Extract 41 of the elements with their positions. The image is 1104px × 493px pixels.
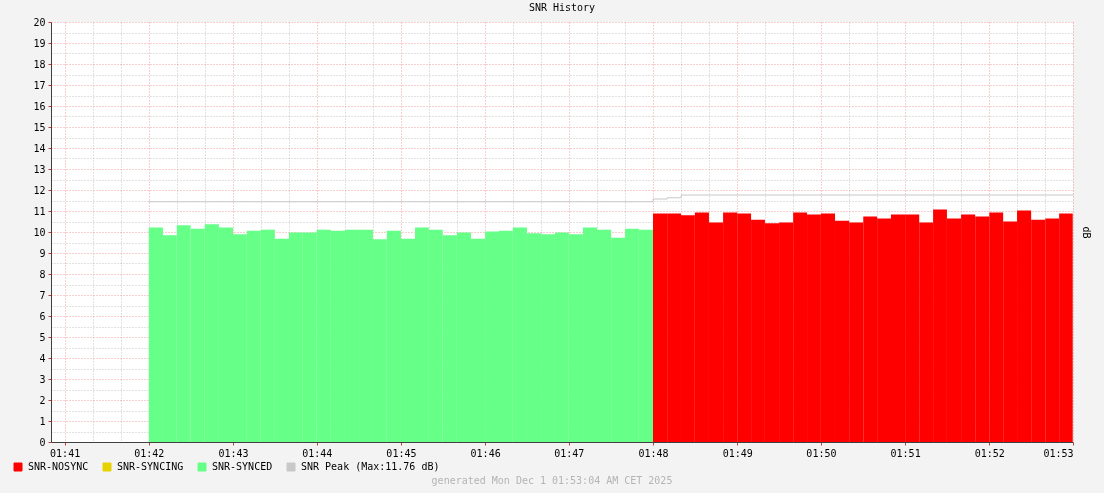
y-tick-label: 10 [33, 226, 46, 238]
legend-label: SNR-NOSYNC [28, 461, 89, 472]
x-tick-label: 01:45 [386, 447, 417, 459]
y-tick-label: 18 [33, 58, 46, 70]
y-tick-label: 3 [39, 373, 46, 385]
x-tick-label: 01:41 [50, 447, 81, 459]
y-tick-label: 8 [39, 268, 46, 280]
y-axis-title: dB [1080, 226, 1092, 239]
x-tick-label: 01:46 [470, 447, 501, 459]
y-tick-label: 20 [33, 16, 46, 28]
y-tick-label: 6 [39, 310, 46, 322]
y-tick-label: 2 [39, 394, 46, 406]
x-tick-label: 01:50 [806, 447, 837, 459]
x-tick-label: 01:44 [302, 447, 333, 459]
x-tick-label: 01:49 [722, 447, 753, 459]
chart-title: SNR History [528, 2, 596, 13]
y-tick-label: 9 [39, 247, 46, 259]
x-tick-label: 01:47 [554, 447, 585, 459]
x-tick-label: 01:52 [974, 447, 1005, 459]
x-tick-label: 01:42 [134, 447, 165, 459]
y-tick-label: 0 [39, 436, 46, 448]
y-tick-label: 11 [33, 205, 46, 217]
y-tick-label: 16 [33, 100, 46, 112]
y-tick-label: 15 [33, 121, 46, 133]
legend-label: SNR-SYNCED [212, 461, 273, 472]
y-tick-label: 5 [39, 331, 46, 343]
y-tick-label: 4 [39, 352, 46, 364]
y-tick-label: 14 [33, 142, 46, 154]
y-tick-label: 13 [33, 163, 46, 175]
y-tick-label: 12 [33, 184, 46, 196]
x-tick-label: 01:43 [218, 447, 249, 459]
legend-label: SNR-SYNCING [117, 461, 184, 472]
text: generated Mon Dec 1 01:53:04 AM CET 2025 [431, 475, 673, 486]
x-tick-label: 01:48 [638, 447, 669, 459]
y-tick-label: 17 [33, 79, 46, 91]
x-tick-label: 01:51 [890, 447, 921, 459]
x-tick-label: 01:53 [1043, 447, 1074, 459]
legend-label: SNR Peak (Max:11.76 dB) [301, 461, 440, 472]
y-tick-label: 1 [39, 415, 46, 427]
y-tick-label: 7 [39, 289, 46, 301]
y-tick-label: 19 [33, 37, 46, 49]
